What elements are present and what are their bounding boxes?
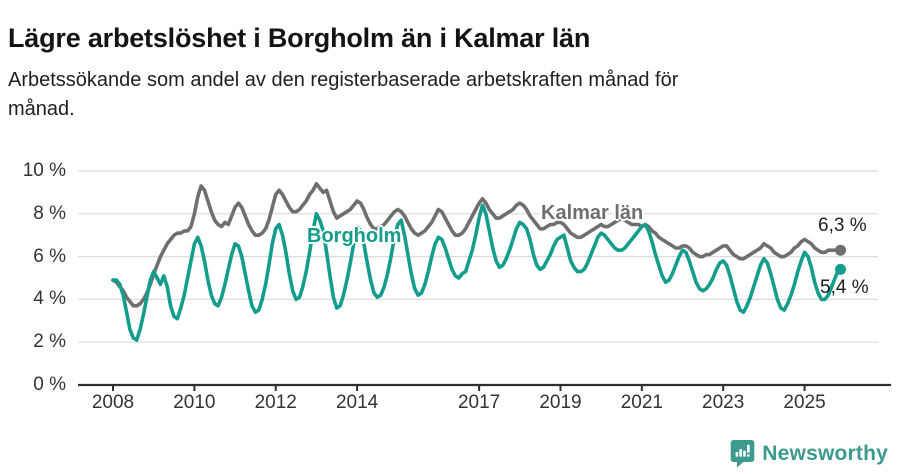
brand-name: Newsworthy	[762, 441, 888, 465]
series-label-kalmar: Kalmar län	[541, 202, 644, 224]
y-axis-label: 6 %	[33, 245, 66, 267]
y-axis-label: 2 %	[33, 331, 66, 353]
x-axis-label: 2021	[620, 392, 663, 413]
page-title: Lägre arbetslöshet i Borgholm än i Kalma…	[8, 23, 591, 54]
y-axis-label: 8 %	[33, 202, 66, 224]
x-axis-label: 2023	[702, 392, 745, 413]
x-axis-label: 2019	[539, 392, 582, 413]
x-axis-label: 2012	[254, 392, 297, 413]
series-line-borgholm	[111, 203, 841, 342]
x-axis-label: 2014	[335, 392, 379, 413]
x-axis-label: 2008	[91, 392, 135, 413]
end-value-label-borgholm: 5,4 %	[820, 277, 869, 298]
newsworthy-logo-icon	[730, 440, 755, 468]
newsworthy-logo: Newsworthy	[730, 439, 888, 468]
y-axis-label: 4 %	[33, 288, 66, 310]
series-end-dot-kalmar	[835, 244, 846, 256]
y-axis-label: 0 %	[33, 374, 66, 395]
series-label-borgholm: Borgholm	[307, 225, 402, 247]
y-axis-label: 10 %	[22, 160, 66, 181]
end-value-label-kalmar: 6,3 %	[818, 215, 867, 236]
page-subtitle: Arbetssökande som andel av den registerb…	[8, 69, 679, 120]
series-end-dot-borgholm	[835, 263, 846, 275]
x-axis-label: 2017	[457, 392, 501, 413]
series-line-kalmar	[111, 182, 841, 308]
x-axis-label: 2025	[783, 392, 826, 413]
x-axis-label: 2010	[173, 392, 216, 413]
